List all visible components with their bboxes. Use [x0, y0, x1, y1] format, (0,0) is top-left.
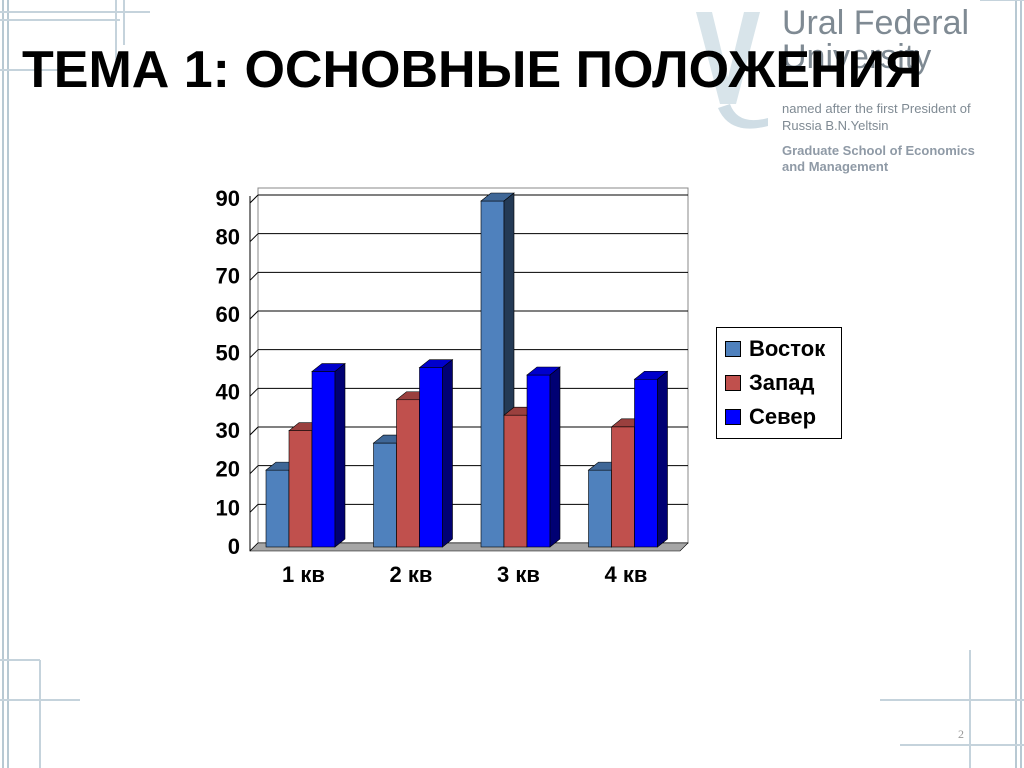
bar-Север-2 кв	[418, 359, 454, 548]
bar-front	[480, 200, 505, 548]
legend-label-zapad: Запад	[749, 370, 815, 395]
chart-legend: Восток Запад Север	[716, 327, 842, 439]
y-tick-label: 70	[216, 263, 240, 288]
legend-label-sever: Север	[749, 404, 817, 429]
gridline-depth	[249, 465, 259, 475]
x-tick-label: 3 кв	[497, 562, 540, 587]
bar-front	[311, 371, 336, 548]
bar-side	[657, 370, 668, 548]
bar-side	[442, 359, 453, 548]
y-tick-label: 90	[216, 186, 240, 211]
legend-swatch-zapad	[725, 375, 741, 391]
y-tick-label: 10	[216, 495, 240, 520]
y-tick-label: 50	[216, 341, 240, 366]
bar-front	[419, 367, 443, 548]
bar-front	[373, 442, 397, 548]
legend-swatch-vostok	[725, 341, 741, 357]
x-tick-label: 1 кв	[282, 562, 325, 587]
bar-front	[396, 399, 420, 548]
y-tick-label: 60	[216, 302, 240, 327]
x-tick-label: 2 кв	[390, 562, 433, 587]
page-number: 2	[958, 727, 964, 741]
bar-front	[288, 430, 313, 548]
bar-side	[334, 362, 346, 548]
gridline-depth	[249, 426, 259, 436]
gridline-depth	[249, 194, 259, 204]
bar-front	[634, 378, 658, 548]
y-tick-label: 30	[216, 418, 240, 443]
legend-label-vostok: Восток	[749, 336, 826, 361]
legend-item-sever: Север	[725, 400, 835, 434]
bar-front	[611, 426, 635, 548]
bar-front	[503, 414, 528, 548]
bar-Север-1 кв	[311, 362, 346, 548]
x-tick-label: 4 кв	[605, 562, 648, 587]
y-tick-label: 40	[216, 379, 240, 404]
y-tick-label: 20	[216, 457, 240, 482]
bar-front	[265, 469, 290, 548]
gridline-depth	[249, 271, 259, 281]
gridline-depth	[249, 310, 259, 320]
legend-item-vostok: Восток	[725, 332, 835, 366]
gridline-depth	[249, 503, 259, 513]
y-tick-label: 0	[228, 534, 240, 559]
slide-title: ТЕМА 1: ОСНОВНЫЕ ПОЛОЖЕНИЯ	[22, 41, 923, 99]
bar-Север-4 кв	[633, 370, 669, 548]
bar-front	[526, 374, 551, 548]
bar-Север-3 кв	[526, 366, 561, 548]
y-tick-label: 80	[216, 225, 240, 250]
legend-item-zapad: Запад	[725, 366, 835, 400]
bar-side	[549, 366, 561, 548]
gridline-depth	[249, 233, 259, 243]
bar-front	[588, 469, 612, 548]
gridline-depth	[249, 387, 259, 397]
legend-swatch-sever	[725, 409, 741, 425]
gridline-depth	[249, 349, 259, 359]
